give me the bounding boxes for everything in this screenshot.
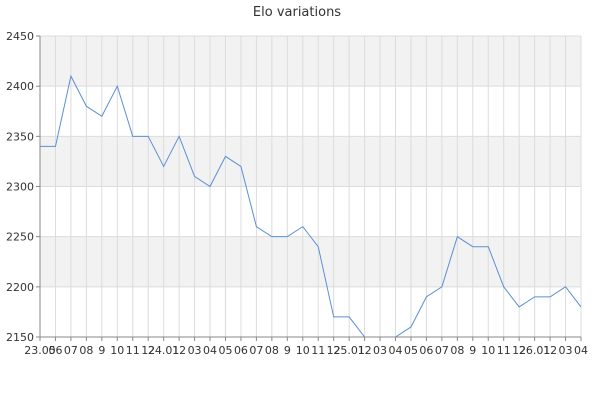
y-tick-label: 2150 [6,331,34,344]
plot-band [40,236,581,287]
chart-title: Elo variations [253,5,341,20]
x-tick-label: 08 [450,344,464,357]
y-tick-label: 2400 [6,80,34,93]
x-tick-label: 12 [358,344,372,357]
y-tick-labels: 2150 2200 2250 2300 2350 2400 2450 [6,30,34,344]
x-tick-label: 06 [234,344,248,357]
x-tick-label: 05 [218,344,232,357]
x-tick-label: 9 [469,344,476,357]
x-tick-label: 11 [497,344,511,357]
x-tick-label: 06 [419,344,433,357]
y-tick-label: 2300 [6,181,34,194]
x-tick-label: 10 [296,344,310,357]
x-tick-label: 12 [327,344,341,357]
series-group [40,74,581,337]
x-tick-label: 03 [373,344,387,357]
y-tick-label: 2200 [6,281,34,294]
x-tick-label: 11 [126,344,140,357]
x-tick-label: 04 [203,344,217,357]
x-tick-label: 12 [141,344,155,357]
x-tick-label: 26.01 [519,344,551,357]
x-tick-label: 10 [110,344,124,357]
x-tick-label: 23.05 [24,344,56,357]
x-tick-label: 04 [389,344,403,357]
y-tick-label: 2450 [6,30,34,43]
plot-band [40,136,581,187]
x-tick-label: 07 [435,344,449,357]
plot-band [40,36,581,87]
x-tick-label: 12 [543,344,557,357]
x-tick-label: 9 [284,344,291,357]
x-tick-label: 25.01 [333,344,365,357]
x-tick-label: 03 [188,344,202,357]
x-tick-label: 04 [574,344,588,357]
x-tick-label: 10 [481,344,495,357]
x-tick-label: 07 [64,344,78,357]
x-tick-label: 08 [79,344,93,357]
x-tick-label: 05 [404,344,418,357]
y-tick-label: 2350 [6,130,34,143]
x-tick-label: 03 [559,344,573,357]
plot-bands [40,36,581,287]
y-tick-label: 2250 [6,231,34,244]
x-tick-label: 08 [265,344,279,357]
series-line [40,74,581,337]
x-tick-label: 12 [172,344,186,357]
x-tick-label: 24.01 [148,344,180,357]
x-tick-label: 11 [311,344,325,357]
x-tick-label: 12 [512,344,526,357]
x-tick-label: 9 [98,344,105,357]
x-tick-label: 06 [48,344,62,357]
x-tick-label: 07 [249,344,263,357]
